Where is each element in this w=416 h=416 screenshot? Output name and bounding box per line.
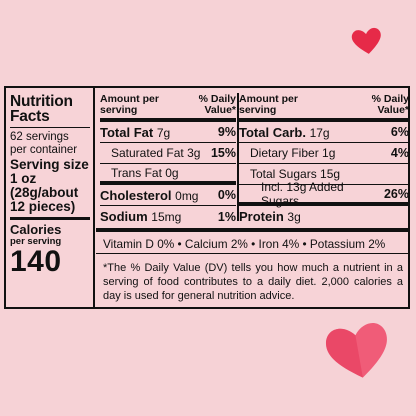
nutrition-facts-panel: Nutrition Facts 62 servings per containe… [4, 86, 410, 309]
serving-size-label: Serving size [10, 157, 89, 172]
vitamins-minerals-line: Vitamin D 0% • Calcium 2% • Iron 4% • Po… [96, 228, 408, 254]
column-header: Amount per serving % Daily Value* [100, 94, 236, 116]
servings-line1: 62 servings [10, 131, 69, 143]
daily-value-footnote: *The % Daily Value (DV) tells you how mu… [103, 262, 403, 302]
calories-label: Calories [10, 222, 62, 237]
header-serving: serving [239, 104, 277, 116]
nutrition-title-line1: Nutrition [10, 93, 73, 110]
nutrient-row-trans-fat: Trans Fat 0g [100, 164, 236, 185]
divider [10, 217, 90, 220]
nutrition-title-line2: Facts [10, 108, 50, 125]
column-separator [237, 93, 239, 221]
nutrient-row-total-fat: Total Fat 7g 9% [100, 122, 236, 143]
nutrients-column-1: Amount per serving % Daily Value* Total Fa… [100, 94, 236, 227]
column-header: Amount per serving % Daily Value* [239, 94, 409, 116]
heart-large-icon [326, 323, 387, 378]
divider [100, 118, 236, 122]
nutrients-column-2: Amount per serving % Daily Value* Total Ca… [239, 94, 409, 227]
nutrient-row-total-sugars: Total Sugars 15g [239, 164, 409, 185]
header-amount: Amount per [239, 93, 298, 105]
nutrient-row-dietary-fiber: Dietary Fiber 1g 4% [239, 143, 409, 164]
nutrient-row-total-carb: Total Carb. 17g 6% [239, 122, 409, 143]
serving-size-line2: (28g/about [10, 185, 79, 200]
header-value: Value* [377, 104, 409, 116]
nutrient-row-added-sugars: Incl. 13g Added Sugars 26% [239, 180, 409, 208]
divider [239, 118, 409, 122]
header-value: Value* [204, 104, 236, 116]
nutrient-row-sodium: Sodium 15mg 1% [100, 209, 236, 224]
header-amount: Amount per [100, 93, 159, 105]
calories-value: 140 [10, 245, 62, 278]
header-daily: % Daily [198, 93, 236, 105]
header-daily: % Daily [371, 93, 409, 105]
heart-small-icon [351, 27, 381, 54]
nutrient-row-saturated-fat: Saturated Fat 3g 15% [100, 143, 236, 164]
calories-sub-label: per serving [10, 236, 62, 247]
header-serving: serving [100, 104, 138, 116]
servings-line2: per container [10, 144, 78, 156]
divider [10, 127, 90, 128]
serving-size-line1: 1 oz [10, 171, 37, 186]
nutrient-row-cholesterol: Cholesterol 0mg 0% [100, 185, 236, 206]
nutrition-left-column: Nutrition Facts 62 servings per containe… [6, 88, 95, 307]
serving-size-line3: 12 pieces) [10, 199, 76, 214]
nutrient-row-protein: Protein 3g [239, 209, 301, 224]
